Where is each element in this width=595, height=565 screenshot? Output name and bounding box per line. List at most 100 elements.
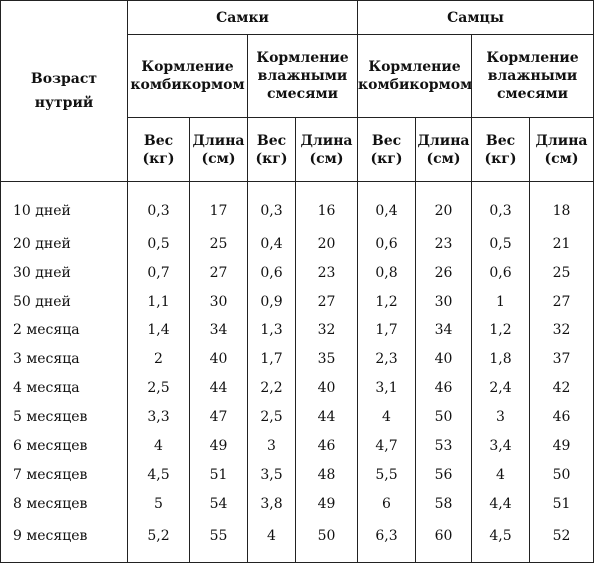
length-cell: 51 (528, 489, 595, 519)
weight-cell: 0,8 (357, 258, 416, 288)
length-cell: 23 (295, 258, 358, 288)
length-cell: 51 (189, 460, 248, 490)
length-cell: 23 (415, 229, 472, 259)
length-cell: 30 (189, 287, 248, 317)
length-cell: 56 (415, 460, 472, 490)
length-cell: 44 (295, 402, 358, 432)
length-cell: 53 (415, 431, 472, 461)
weight-cell: 0,7 (127, 258, 190, 288)
weight-cell: 4 (247, 518, 296, 564)
weight-cell: 0,5 (471, 229, 530, 259)
weight-cell: 2,4 (471, 373, 530, 403)
length-cell: 50 (528, 460, 595, 490)
females-compound-feed-header: Кормление комбикормом (127, 34, 248, 118)
weight-header: Вес (кг) (357, 117, 416, 182)
females-wet-feed-header: Кормление влажными смесями (247, 34, 358, 118)
weight-header: Вес (кг) (127, 117, 190, 182)
weight-cell: 6 (357, 489, 416, 519)
weight-cell: 2,5 (247, 402, 296, 432)
weight-cell: 0,5 (127, 229, 190, 259)
weight-cell: 4,5 (471, 518, 530, 564)
weight-cell: 4,5 (127, 460, 190, 490)
length-cell: 60 (415, 518, 472, 564)
length-cell: 18 (528, 181, 595, 230)
table-row: 2 месяца 1,4 34 1,3 32 1,7 34 1,2 32 (0, 316, 595, 345)
length-header: Длина (см) (415, 117, 472, 182)
length-cell: 27 (189, 258, 248, 288)
age-cell: 9 месяцев (0, 518, 128, 564)
weight-cell: 1,1 (127, 287, 190, 317)
weight-cell: 0,9 (247, 287, 296, 317)
weight-cell: 4 (127, 431, 190, 461)
weight-cell: 1,2 (357, 287, 416, 317)
table-row: 4 месяца 2,5 44 2,2 40 3,1 46 2,4 42 (0, 373, 595, 403)
length-header: Длина (см) (189, 117, 248, 182)
weight-cell: 1,3 (247, 316, 296, 345)
table-row: 50 дней 1,1 30 0,9 27 1,2 30 1 27 (0, 287, 595, 317)
age-cell: 8 месяцев (0, 489, 128, 519)
length-cell: 27 (295, 287, 358, 317)
length-header: Длина (см) (528, 117, 595, 182)
weight-cell: 3 (471, 402, 530, 432)
weight-cell: 4 (471, 460, 530, 490)
weight-cell: 2,5 (127, 373, 190, 403)
age-cell: 5 месяцев (0, 402, 128, 432)
males-compound-feed-header: Кормление комбикормом (357, 34, 472, 118)
length-cell: 17 (189, 181, 248, 230)
age-cell: 20 дней (0, 229, 128, 259)
length-cell: 47 (189, 402, 248, 432)
length-cell: 26 (415, 258, 472, 288)
weight-cell: 5,2 (127, 518, 190, 564)
length-cell: 34 (415, 316, 472, 345)
weight-cell: 4 (357, 402, 416, 432)
weight-cell: 1,4 (127, 316, 190, 345)
weight-cell: 6,3 (357, 518, 416, 564)
weight-header: Вес (кг) (247, 117, 296, 182)
weight-cell: 3,4 (471, 431, 530, 461)
length-cell: 44 (189, 373, 248, 403)
length-cell: 49 (189, 431, 248, 461)
weight-cell: 0,6 (357, 229, 416, 259)
length-cell: 40 (415, 344, 472, 374)
length-cell: 40 (295, 373, 358, 403)
males-header: Самцы (356, 0, 595, 35)
length-cell: 25 (528, 258, 595, 288)
weight-cell: 2,2 (247, 373, 296, 403)
length-cell: 37 (528, 344, 595, 374)
length-cell: 49 (528, 431, 595, 461)
table-row: 30 дней 0,7 27 0,6 23 0,8 26 0,6 25 (0, 258, 595, 288)
weight-cell: 0,3 (127, 181, 190, 230)
length-cell: 32 (295, 316, 358, 345)
weight-cell: 2,3 (357, 344, 416, 374)
table-body: 10 дней 0,3 17 0,3 16 0,4 20 0,3 18 20 дней 0,5 25 0… (0, 181, 595, 564)
table-row: 10 дней 0,3 17 0,3 16 0,4 20 0,3 18 (0, 181, 595, 230)
length-cell: 46 (528, 402, 595, 432)
length-cell: 50 (415, 402, 472, 432)
weight-cell: 1,7 (357, 316, 416, 345)
table-row: 5 месяцев 3,3 47 2,5 44 4 50 3 46 (0, 402, 595, 432)
length-cell: 48 (295, 460, 358, 490)
weight-cell: 4,4 (471, 489, 530, 519)
length-cell: 21 (528, 229, 595, 259)
age-header: Возраст нутрий (0, 0, 128, 182)
age-cell: 4 месяца (0, 373, 128, 403)
length-cell: 35 (295, 344, 358, 374)
weight-cell: 3,5 (247, 460, 296, 490)
length-cell: 27 (528, 287, 595, 317)
table-row: 20 дней 0,5 25 0,4 20 0,6 23 0,5 21 (0, 229, 595, 259)
weight-header: Вес (кг) (471, 117, 530, 182)
length-cell: 49 (295, 489, 358, 519)
age-cell: 6 месяцев (0, 431, 128, 461)
table-row: 7 месяцев 4,5 51 3,5 48 5,5 56 4 50 (0, 460, 595, 490)
weight-cell: 2 (127, 344, 190, 374)
age-cell: 7 месяцев (0, 460, 128, 490)
males-wet-feed-header: Кормление влажными смесями (470, 34, 595, 118)
length-cell: 50 (295, 518, 358, 564)
weight-cell: 3,1 (357, 373, 416, 403)
length-cell: 20 (415, 181, 472, 230)
weight-cell: 0,3 (247, 181, 296, 230)
table-row: 8 месяцев 5 54 3,8 49 6 58 4,4 51 (0, 489, 595, 519)
females-header: Самки (127, 0, 358, 35)
age-cell: 30 дней (0, 258, 128, 288)
